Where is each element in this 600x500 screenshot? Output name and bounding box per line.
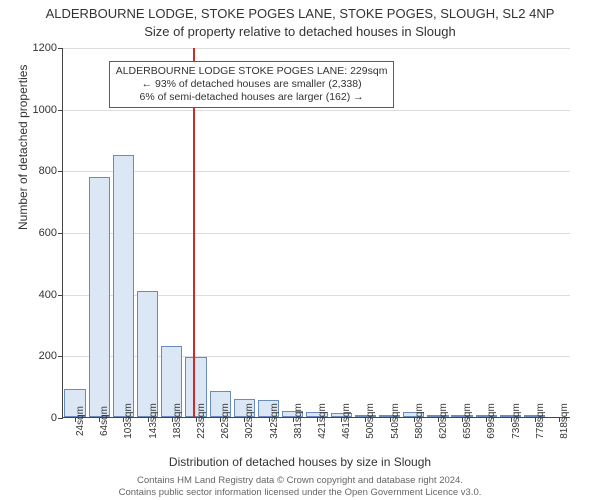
y-tick-label: 1000 bbox=[33, 104, 57, 116]
x-tick-label: 24sqm bbox=[75, 406, 86, 436]
y-tick-mark bbox=[58, 418, 63, 419]
x-tick-label: 64sqm bbox=[99, 406, 110, 436]
footer-line-1: Contains HM Land Registry data © Crown c… bbox=[8, 475, 592, 486]
histogram-bar bbox=[137, 291, 158, 417]
x-tick-label: 699sqm bbox=[486, 403, 497, 439]
x-tick-label: 143sqm bbox=[148, 403, 159, 439]
x-tick-label: 183sqm bbox=[172, 403, 183, 439]
y-tick-mark bbox=[58, 356, 63, 357]
x-tick-label: 461sqm bbox=[341, 403, 352, 439]
x-tick-label: 540sqm bbox=[390, 403, 401, 439]
annotation-line: ALDERBOURNE LODGE STOKE POGES LANE: 229s… bbox=[116, 65, 388, 78]
plot-inner: 02004006008001000120024sqm64sqm103sqm143… bbox=[62, 48, 570, 418]
grid-line bbox=[63, 48, 570, 49]
y-tick-mark bbox=[58, 48, 63, 49]
grid-line bbox=[63, 110, 570, 111]
x-tick-label: 342sqm bbox=[269, 403, 280, 439]
x-tick-label: 580sqm bbox=[414, 403, 425, 439]
plot-area: 02004006008001000120024sqm64sqm103sqm143… bbox=[62, 48, 570, 418]
x-tick-label: 262sqm bbox=[220, 403, 231, 439]
y-tick-mark bbox=[58, 295, 63, 296]
y-tick-label: 1200 bbox=[33, 42, 57, 54]
y-tick-mark bbox=[58, 171, 63, 172]
grid-line bbox=[63, 171, 570, 172]
x-axis-label: Distribution of detached houses by size … bbox=[0, 455, 600, 469]
chart-title-sub: Size of property relative to detached ho… bbox=[0, 22, 600, 40]
x-tick-label: 620sqm bbox=[438, 403, 449, 439]
footer-attribution: Contains HM Land Registry data © Crown c… bbox=[0, 475, 600, 498]
y-axis-label: Number of detached properties bbox=[16, 65, 30, 230]
x-tick-label: 223sqm bbox=[196, 403, 207, 439]
x-tick-label: 739sqm bbox=[511, 403, 522, 439]
y-tick-mark bbox=[58, 110, 63, 111]
y-tick-mark bbox=[58, 233, 63, 234]
x-tick-label: 421sqm bbox=[317, 403, 328, 439]
x-tick-label: 778sqm bbox=[535, 403, 546, 439]
chart-container: ALDERBOURNE LODGE, STOKE POGES LANE, STO… bbox=[0, 0, 600, 500]
x-tick-label: 500sqm bbox=[365, 403, 376, 439]
x-tick-label: 818sqm bbox=[559, 403, 570, 439]
y-tick-label: 600 bbox=[39, 227, 57, 239]
x-tick-label: 302sqm bbox=[244, 403, 255, 439]
histogram-bar bbox=[89, 177, 110, 418]
chart-title-main: ALDERBOURNE LODGE, STOKE POGES LANE, STO… bbox=[0, 0, 600, 22]
x-tick-label: 659sqm bbox=[462, 403, 473, 439]
annotation-line: ← 93% of detached houses are smaller (2,… bbox=[116, 78, 388, 91]
annotation-box: ALDERBOURNE LODGE STOKE POGES LANE: 229s… bbox=[109, 61, 395, 108]
y-tick-label: 200 bbox=[39, 350, 57, 362]
histogram-bar bbox=[113, 155, 134, 417]
x-tick-label: 103sqm bbox=[123, 403, 134, 439]
y-tick-label: 800 bbox=[39, 165, 57, 177]
annotation-line: 6% of semi-detached houses are larger (1… bbox=[116, 91, 388, 104]
y-tick-label: 0 bbox=[51, 412, 57, 424]
y-tick-label: 400 bbox=[39, 289, 57, 301]
footer-line-2: Contains public sector information licen… bbox=[8, 487, 592, 498]
grid-line bbox=[63, 233, 570, 234]
x-tick-label: 381sqm bbox=[293, 403, 304, 439]
